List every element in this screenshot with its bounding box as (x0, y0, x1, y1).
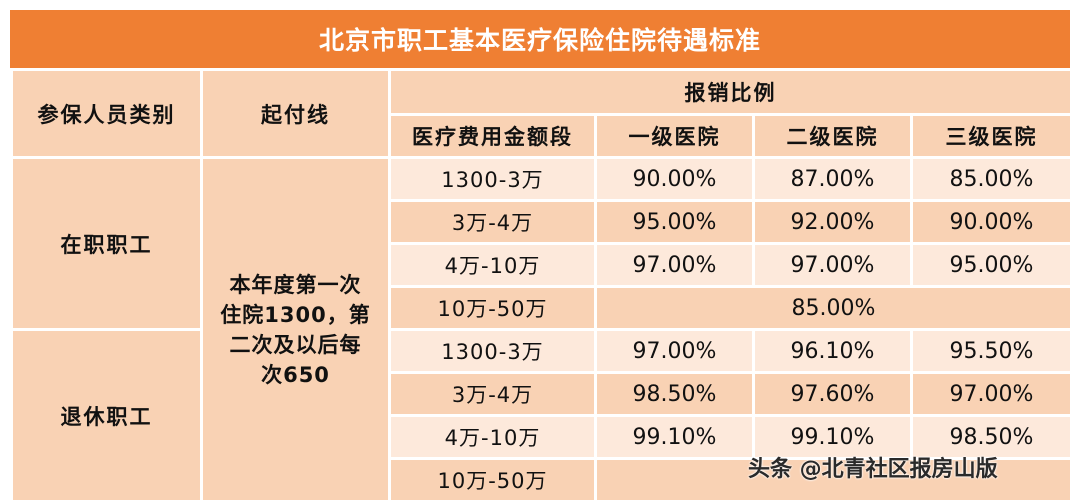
rate-level2: 96.10% (752, 328, 913, 374)
watermark: 头条 @北青社区报房山版 (748, 457, 998, 482)
rate-level1: 90.00% (594, 156, 755, 202)
header-level1: 一级医院 (594, 113, 755, 159)
threshold-line: 次650 (261, 362, 330, 387)
threshold-line: 本年度第一次 (229, 272, 362, 297)
rate-level3: 90.00% (910, 199, 1073, 245)
table-title: 北京市职工基本医疗保险住院待遇标准 (10, 10, 1070, 68)
header-row-1: 参保人员类别 起付线 报销比例 (10, 68, 1073, 159)
rate-level2: 99.10% (752, 414, 913, 460)
rate-merged (594, 457, 1073, 503)
band-cell: 3万-4万 (388, 371, 597, 417)
band-cell: 10万-50万 (388, 285, 597, 331)
rate-level3: 98.50% (910, 414, 1073, 460)
category-active: 在职职工 (10, 156, 203, 331)
rate-level3: 85.00% (910, 156, 1073, 202)
band-cell: 4万-10万 (388, 242, 597, 288)
table-row: 3万-4万 95.00% 92.00% 90.00% (12, 199, 1073, 245)
threshold-cell: 本年度第一次 住院1300，第 二次及以后每 次650 (200, 156, 391, 503)
table-row: 3万-4万 98.50% 97.60% 97.00% (12, 371, 1073, 417)
table-row: 10万-50万 85.00% (12, 285, 1073, 331)
band-cell: 10万-50万 (388, 457, 597, 503)
header-category: 参保人员类别 (10, 68, 203, 159)
band-cell: 1300-3万 (388, 328, 597, 374)
rate-level1: 97.00% (594, 328, 755, 374)
table-row: 4万-10万 97.00% 97.00% 95.00% (12, 242, 1073, 288)
header-reimbursement: 报销比例 (388, 68, 1073, 116)
table-row: 在职职工 本年度第一次 住院1300，第 二次及以后每 次650 1300-3万… (10, 156, 1073, 503)
rate-level2: 97.00% (752, 242, 913, 288)
table-row: 10万-50万 (12, 457, 1073, 503)
rate-level1: 99.10% (594, 414, 755, 460)
rate-level2: 87.00% (752, 156, 913, 202)
threshold-line: 住院1300，第 (220, 302, 371, 327)
table-row: 退休职工 1300-3万 97.00% 96.10% 95.50% (10, 328, 1073, 503)
rate-level3: 95.50% (910, 328, 1073, 374)
header-level2: 二级医院 (752, 113, 913, 159)
table-row: 4万-10万 99.10% 99.10% 98.50% (12, 414, 1073, 460)
rate-level1: 95.00% (594, 199, 755, 245)
header-threshold: 起付线 (200, 68, 391, 159)
band-cell: 1300-3万 (388, 156, 597, 202)
header-band: 医疗费用金额段 (388, 113, 597, 159)
rate-level1: 98.50% (594, 371, 755, 417)
rate-merged: 85.00% (594, 285, 1073, 331)
rate-level2: 92.00% (752, 199, 913, 245)
header-row-2: 医疗费用金额段 一级医院 二级医院 三级医院 (12, 113, 1073, 159)
threshold-line: 二次及以后每 (229, 332, 362, 357)
rate-level1: 97.00% (594, 242, 755, 288)
band-cell: 4万-10万 (388, 414, 597, 460)
rate-level3: 97.00% (910, 371, 1073, 417)
rate-level2: 97.60% (752, 371, 913, 417)
rate-level3: 95.00% (910, 242, 1073, 288)
reimbursement-table: 参保人员类别 起付线 报销比例 医疗费用金额段 一级医院 二级医院 三级医院 在… (10, 68, 1073, 503)
header-level3: 三级医院 (910, 113, 1073, 159)
band-cell: 3万-4万 (388, 199, 597, 245)
category-retired: 退休职工 (10, 328, 203, 503)
